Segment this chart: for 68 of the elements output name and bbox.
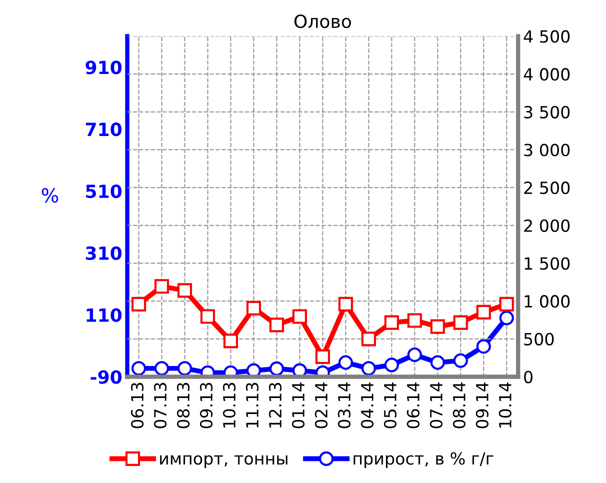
x-tick-label: 09.13 <box>200 382 213 428</box>
point <box>315 349 330 364</box>
point <box>476 304 491 320</box>
y2-tick-label: 0 <box>524 370 532 384</box>
y2-tick-label: 3 000 <box>524 144 570 156</box>
x-tick-label: 04.14 <box>360 382 374 428</box>
x-tick-label: 08.13 <box>176 382 190 428</box>
x-tick-label: 11.13 <box>246 382 259 428</box>
point <box>200 309 216 324</box>
x-tick-label: 08.14 <box>452 382 466 428</box>
legend-label: прирост, в % г/г <box>354 452 494 468</box>
x-tick-label: 07.14 <box>430 382 442 428</box>
x-tick-label: 05.14 <box>384 382 397 428</box>
point <box>499 310 514 326</box>
y-axis-title: % <box>42 188 58 203</box>
point <box>154 279 170 294</box>
point <box>361 361 376 376</box>
x-tick-label: 09.14 <box>476 382 488 428</box>
x-tick-label: 01.14 <box>292 382 305 428</box>
y-tick-label: 910 <box>86 60 122 74</box>
x-tick-label: 12.13 <box>268 382 282 428</box>
point <box>269 361 284 376</box>
y2-tick-label: 2 000 <box>524 219 570 232</box>
x-tick-label: 06.14 <box>406 382 420 428</box>
x-tick-label: 10.14 <box>498 382 512 428</box>
point <box>476 339 491 354</box>
point <box>384 315 399 330</box>
y-tick-label: 310 <box>86 246 122 260</box>
y2-tick-label: 1 500 <box>524 257 570 270</box>
point <box>338 296 353 312</box>
y-tick-label: -90 <box>90 370 122 384</box>
point <box>246 363 262 377</box>
point <box>407 347 422 362</box>
y-tick-label: 110 <box>86 308 122 322</box>
y-tick-label: 510 <box>86 184 122 198</box>
x-tick-label: 03.14 <box>338 382 351 428</box>
y2-tick-label: 4 000 <box>524 68 570 81</box>
point <box>407 313 422 328</box>
point <box>292 309 307 324</box>
y2-tick-label: 1 000 <box>524 295 570 308</box>
point <box>246 300 262 316</box>
point <box>177 283 192 298</box>
x-tick-label: 06.13 <box>130 382 144 428</box>
chart-title: Олово <box>294 14 351 28</box>
point <box>430 319 445 334</box>
point <box>453 315 468 330</box>
y-tick-label: 710 <box>86 122 122 136</box>
legend-label: импорт, тонны <box>160 455 288 468</box>
point <box>292 363 307 377</box>
point <box>269 318 284 332</box>
point <box>430 355 445 370</box>
point <box>223 334 238 348</box>
point <box>384 358 399 372</box>
point <box>361 332 376 346</box>
point <box>338 355 353 370</box>
y2-tick-label: 4 500 <box>524 30 570 43</box>
x-tick-label: 02.14 <box>314 382 328 428</box>
point <box>154 361 170 376</box>
point <box>131 296 146 312</box>
y2-tick-label: 2 500 <box>524 182 570 194</box>
point <box>131 361 146 376</box>
x-tick-label: 10.13 <box>222 382 236 428</box>
y2-tick-label: 3 500 <box>524 106 570 118</box>
point <box>499 296 514 312</box>
x-tick-label: 07.13 <box>154 382 167 428</box>
point <box>177 361 192 376</box>
point <box>453 353 468 368</box>
y2-tick-label: 500 <box>524 332 554 346</box>
